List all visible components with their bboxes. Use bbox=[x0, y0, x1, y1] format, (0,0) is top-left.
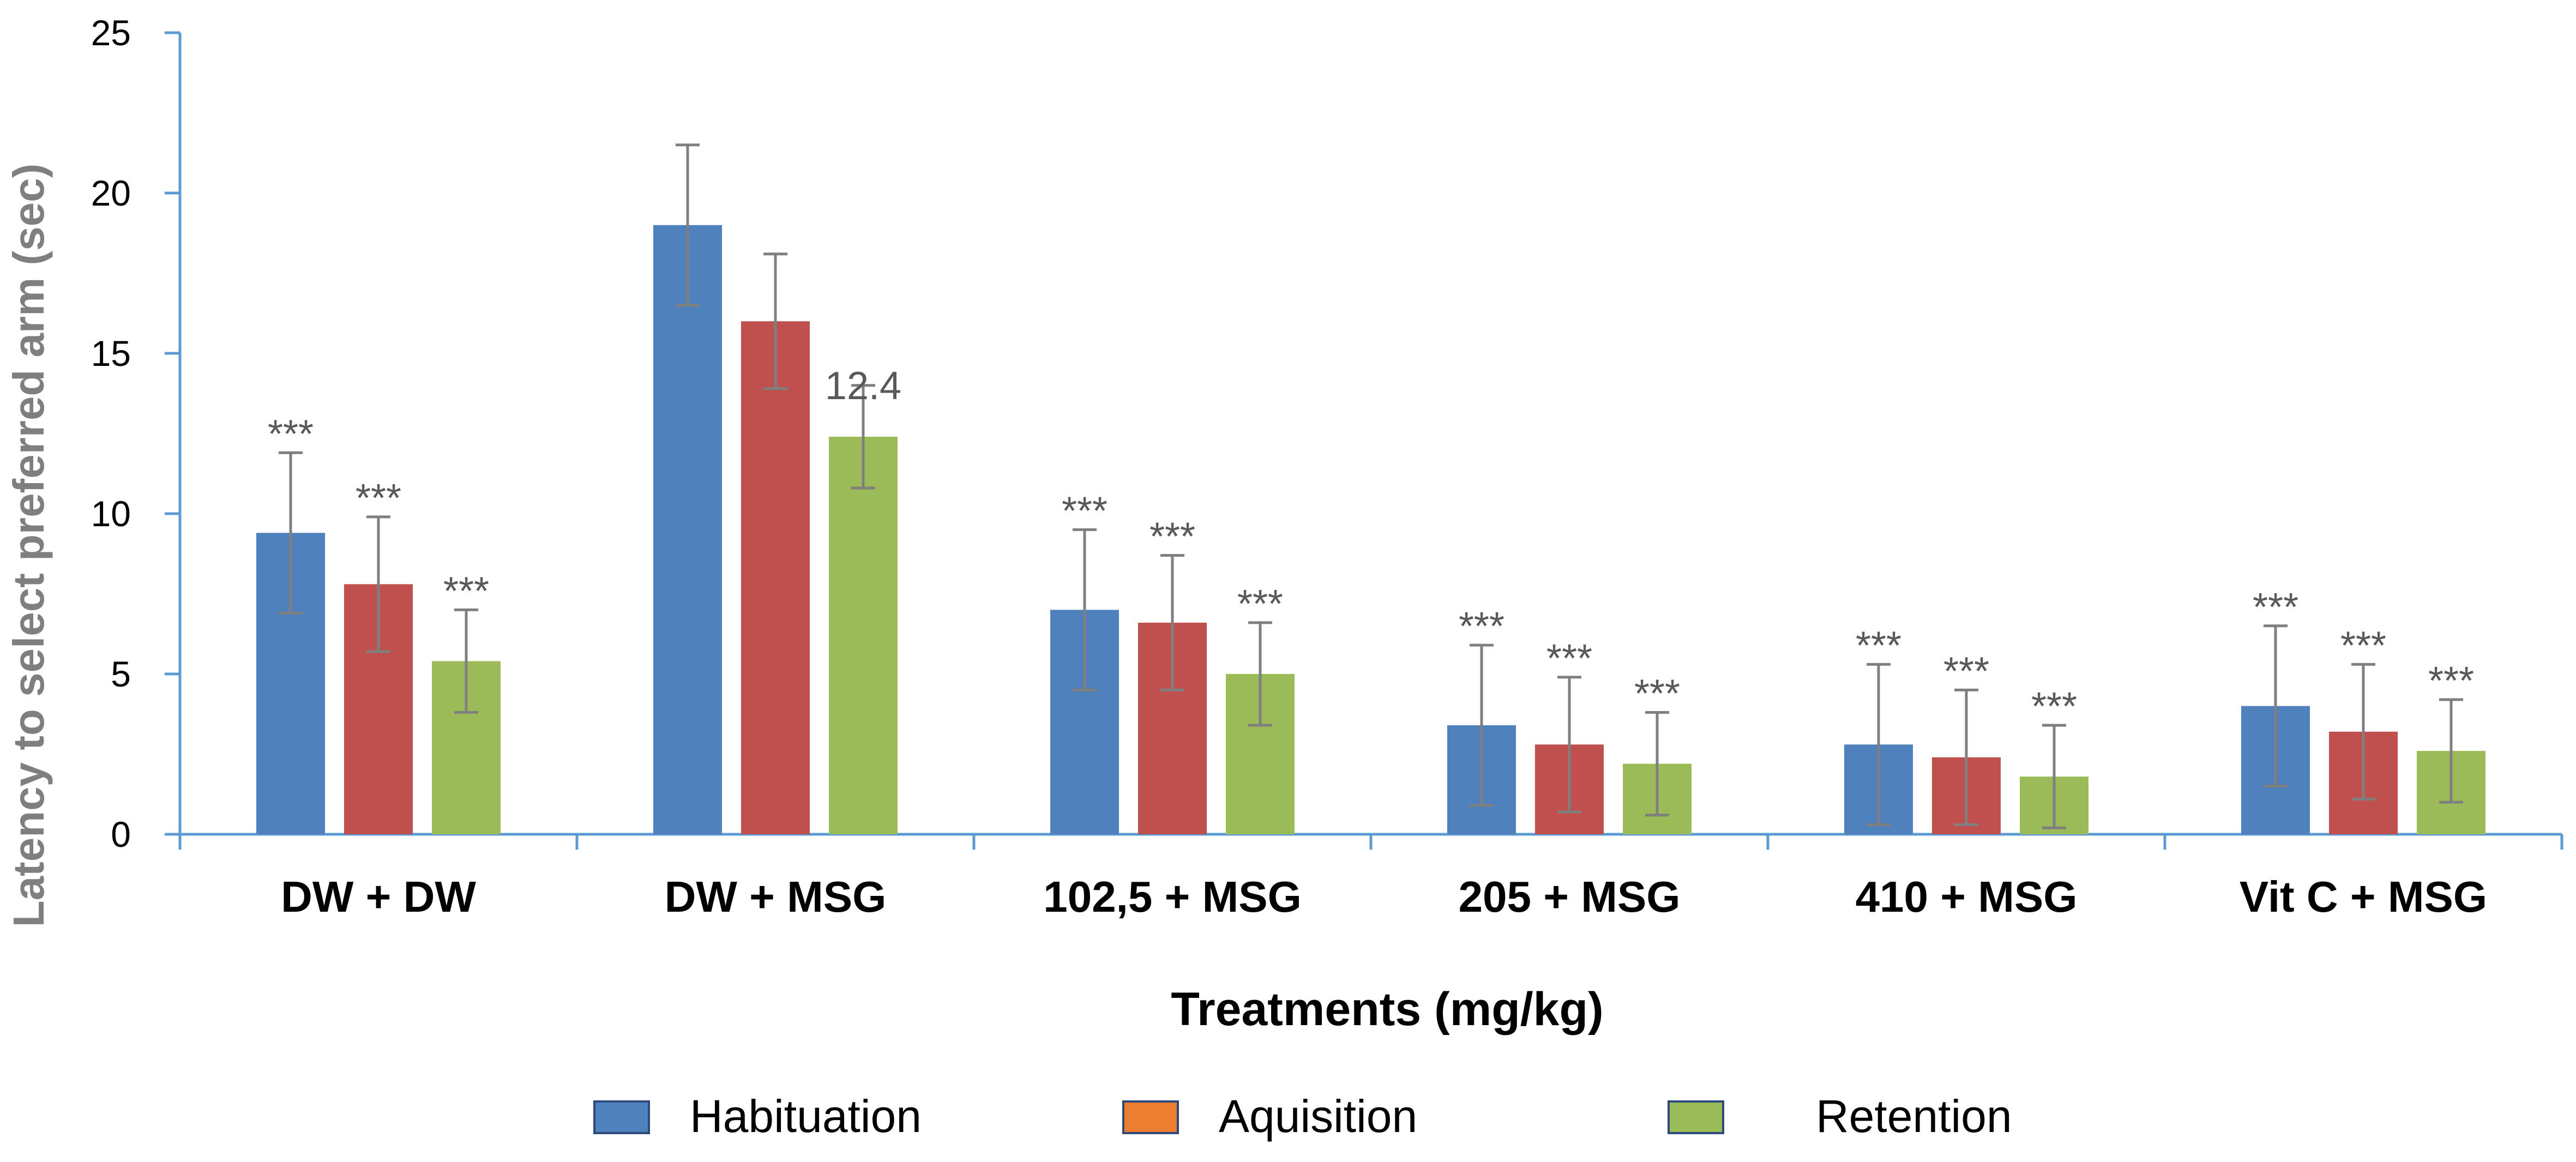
data-label: 12.4 bbox=[825, 364, 901, 408]
significance-marker: *** bbox=[1634, 672, 1680, 716]
x-tick-label: Vit C + MSG bbox=[2240, 872, 2487, 921]
x-tick-label: 102,5 + MSG bbox=[1043, 872, 1302, 921]
y-axis-label: Latency to select preferred arm (sec) bbox=[4, 164, 53, 928]
significance-marker: *** bbox=[443, 569, 489, 613]
significance-marker: *** bbox=[2031, 685, 2077, 728]
tick-labels: 0 5 10 15 20 25 *** *** *** DW + DW 12.4 DW + MSG **… bbox=[91, 13, 2488, 921]
x-axis-label: Treatments (mg/kg) bbox=[1171, 983, 1603, 1035]
x-tick-label: 205 + MSG bbox=[1459, 872, 1681, 921]
y-tick-label: 15 bbox=[91, 333, 131, 374]
bar-habituation bbox=[653, 225, 722, 834]
legend-label-habituation: Habituation bbox=[690, 1091, 922, 1142]
significance-marker: *** bbox=[1856, 624, 1901, 667]
legend-label-retention: Retention bbox=[1816, 1091, 2012, 1142]
axes bbox=[165, 31, 2563, 850]
significance-marker: *** bbox=[2428, 659, 2474, 703]
significance-marker: *** bbox=[1943, 649, 1989, 693]
y-tick-label: 10 bbox=[91, 493, 131, 534]
significance-marker: *** bbox=[1459, 605, 1504, 648]
significance-marker: *** bbox=[356, 477, 401, 520]
x-tick-label: DW + DW bbox=[281, 872, 476, 921]
significance-marker: *** bbox=[2253, 586, 2298, 629]
legend-label-aquisition: Aquisition bbox=[1219, 1091, 1417, 1142]
legend: Habituation Aquisition Retention bbox=[593, 1091, 2012, 1142]
significance-marker: *** bbox=[1149, 515, 1195, 558]
x-tick-label: DW + MSG bbox=[665, 872, 887, 921]
legend-swatch-retention bbox=[1668, 1100, 1724, 1134]
y-tick-label: 5 bbox=[111, 654, 131, 694]
significance-marker: *** bbox=[1546, 637, 1592, 681]
significance-marker: *** bbox=[268, 412, 314, 456]
legend-swatch-habituation bbox=[593, 1100, 650, 1134]
bar-aquisition bbox=[741, 321, 810, 834]
y-tick-label: 0 bbox=[111, 814, 131, 854]
bars bbox=[256, 143, 2485, 834]
significance-marker: *** bbox=[2340, 624, 2386, 667]
significance-marker: *** bbox=[1237, 582, 1283, 626]
legend-swatch-aquisition bbox=[1122, 1100, 1179, 1134]
y-tick-label: 20 bbox=[91, 173, 131, 213]
x-tick-label: 410 + MSG bbox=[1856, 872, 2078, 921]
y-tick-label: 25 bbox=[91, 13, 131, 53]
significance-marker: *** bbox=[1062, 489, 1108, 533]
bar-retention bbox=[829, 436, 898, 834]
